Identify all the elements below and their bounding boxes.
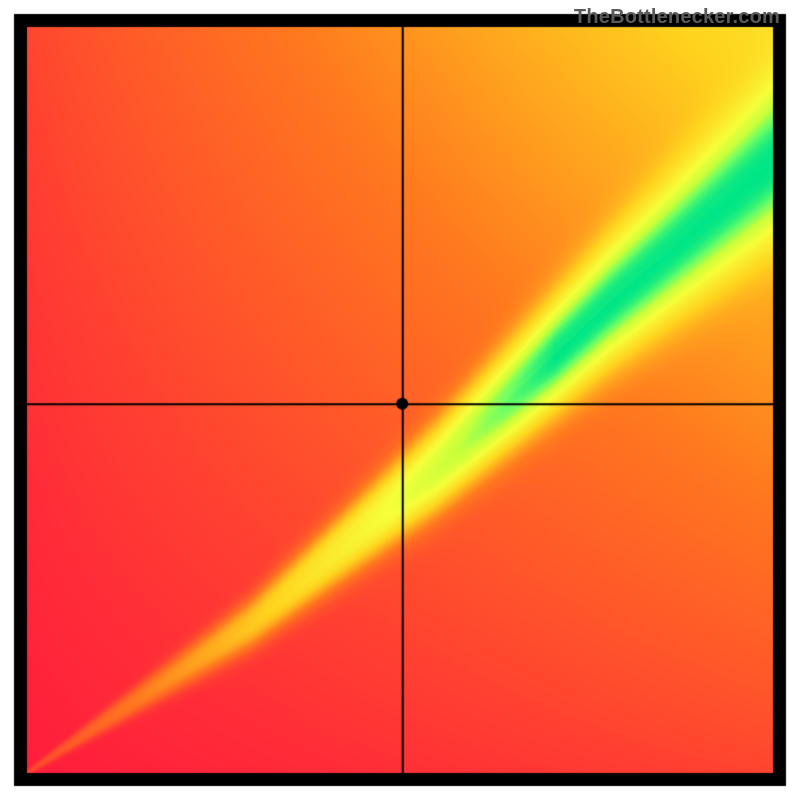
heatmap-canvas — [0, 0, 800, 800]
watermark-text: TheBottlenecker.com — [574, 6, 780, 29]
chart-container: TheBottlenecker.com — [0, 0, 800, 800]
